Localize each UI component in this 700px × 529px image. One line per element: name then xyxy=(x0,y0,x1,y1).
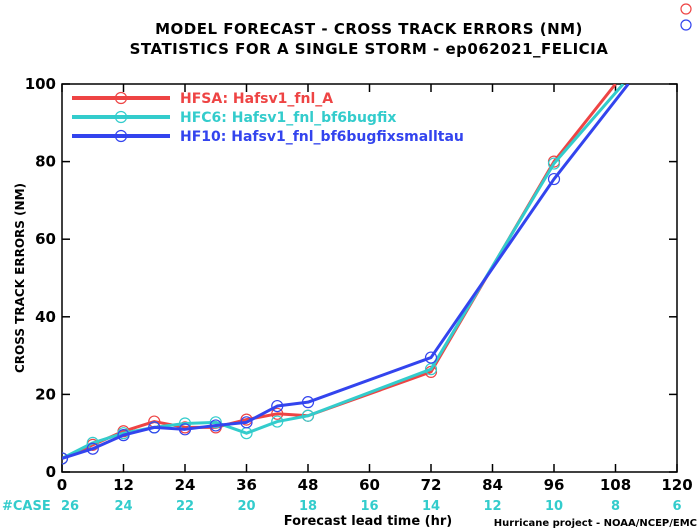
y-axis-label: CROSS TRACK ERRORS (NM) xyxy=(13,183,27,373)
chart-title: MODEL FORECAST - CROSS TRACK ERRORS (NM) xyxy=(155,20,583,38)
series-point xyxy=(209,419,222,432)
legend-entry: HF10: Hafsv1_fnl_bf6bugfixsmalltau xyxy=(180,129,464,145)
y-tick-label: 0 xyxy=(46,463,56,481)
series-point xyxy=(62,452,69,465)
x-axis-label: Forecast lead time (hr) xyxy=(284,514,452,529)
case-count: 8 xyxy=(611,499,620,514)
x-tick-label: 0 xyxy=(57,476,67,494)
legend-marker xyxy=(114,129,128,143)
y-tick-label: 80 xyxy=(35,153,56,171)
corner-marker-red-icon xyxy=(680,3,692,15)
case-count: 26 xyxy=(61,499,79,514)
x-axis: 0 12 24 36 48 60 72 84 96 108 120 xyxy=(57,84,693,494)
series-layer xyxy=(62,84,630,465)
case-count: 10 xyxy=(545,499,563,514)
series-3 xyxy=(62,84,630,465)
corner-marker-blue-icon xyxy=(680,19,692,31)
legend: HFSA: Hafsv1_fnl_A HFC6: Hafsv1_fnl_bf6bu… xyxy=(72,91,464,145)
series-point xyxy=(547,157,561,170)
series-point xyxy=(271,415,284,428)
x-tick-label: 120 xyxy=(661,476,692,494)
series-point xyxy=(424,363,438,376)
series-point xyxy=(271,399,284,413)
y-tick-label: 100 xyxy=(25,75,56,93)
case-label: #CASE xyxy=(2,499,51,514)
case-count: 6 xyxy=(672,499,681,514)
y-axis: 0 20 40 60 80 100 xyxy=(25,75,677,481)
case-count: 12 xyxy=(483,499,501,514)
y-tick-label: 60 xyxy=(35,230,56,248)
x-tick-label: 72 xyxy=(421,476,442,494)
series-point xyxy=(424,351,438,364)
case-count: 16 xyxy=(360,499,378,514)
x-tick-label: 108 xyxy=(600,476,631,494)
case-counts: 26 24 22 20 18 16 14 12 10 8 6 xyxy=(61,499,682,514)
y-tick-label: 40 xyxy=(35,308,56,326)
series-point xyxy=(86,442,99,455)
legend-marker xyxy=(114,91,128,105)
x-tick-label: 60 xyxy=(359,476,380,494)
chart-subtitle: STATISTICS FOR A SINGLE STORM - ep062021… xyxy=(130,40,609,58)
x-tick-label: 24 xyxy=(175,476,196,494)
series-point xyxy=(271,407,284,420)
x-tick-label: 48 xyxy=(298,476,319,494)
series-point xyxy=(301,409,315,422)
case-count: 20 xyxy=(237,499,255,514)
case-count: 18 xyxy=(299,499,317,514)
legend-entry: HFSA: Hafsv1_fnl_A xyxy=(180,91,333,107)
legend-marker xyxy=(114,110,128,124)
x-tick-label: 36 xyxy=(236,476,257,494)
series-point xyxy=(209,416,222,429)
series-point xyxy=(301,396,315,409)
series-point xyxy=(117,429,130,442)
y-tick-label: 20 xyxy=(35,385,56,403)
series-point xyxy=(547,172,561,186)
credit-text: Hurricane project - NOAA/NCEP/EMC xyxy=(494,518,697,529)
series-point xyxy=(178,423,192,436)
case-count: 22 xyxy=(176,499,194,514)
case-count: 14 xyxy=(422,499,440,514)
series-point xyxy=(148,421,161,434)
x-tick-label: 84 xyxy=(482,476,503,494)
series-point xyxy=(240,416,253,429)
case-count: 24 xyxy=(114,499,132,514)
x-tick-label: 96 xyxy=(544,476,565,494)
x-tick-label: 12 xyxy=(113,476,134,494)
legend-entry: HFC6: Hafsv1_fnl_bf6bugfix xyxy=(180,110,396,126)
